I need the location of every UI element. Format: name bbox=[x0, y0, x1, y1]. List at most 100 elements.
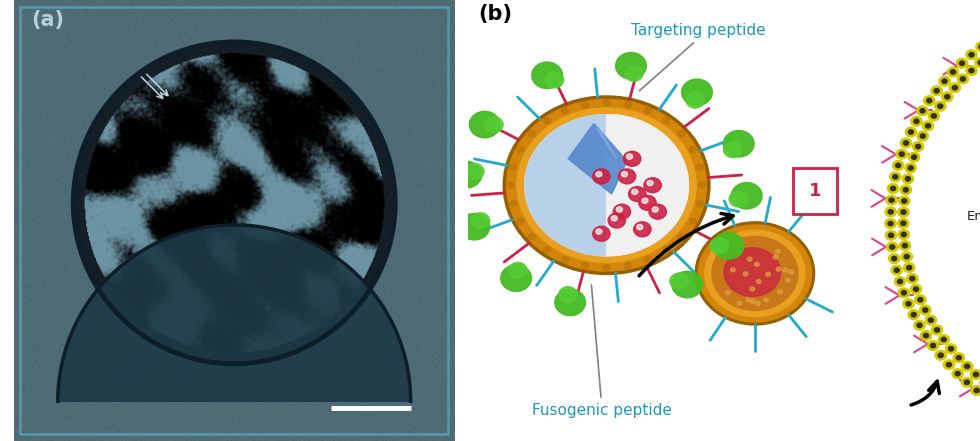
Circle shape bbox=[931, 325, 943, 335]
Circle shape bbox=[913, 287, 918, 292]
Circle shape bbox=[901, 252, 912, 262]
Circle shape bbox=[891, 186, 896, 191]
Circle shape bbox=[966, 66, 977, 75]
Circle shape bbox=[593, 169, 611, 184]
Circle shape bbox=[757, 280, 761, 284]
Circle shape bbox=[910, 284, 921, 294]
Circle shape bbox=[505, 97, 709, 273]
Circle shape bbox=[961, 362, 973, 371]
Circle shape bbox=[917, 323, 922, 328]
Circle shape bbox=[596, 229, 602, 234]
Circle shape bbox=[905, 163, 916, 173]
Circle shape bbox=[900, 241, 910, 250]
Circle shape bbox=[904, 188, 908, 192]
Circle shape bbox=[696, 164, 704, 170]
Circle shape bbox=[951, 70, 956, 74]
Circle shape bbox=[783, 268, 788, 272]
Circle shape bbox=[978, 60, 980, 65]
Circle shape bbox=[946, 344, 956, 354]
Circle shape bbox=[905, 254, 909, 259]
Circle shape bbox=[896, 163, 901, 168]
Circle shape bbox=[885, 231, 897, 240]
Circle shape bbox=[731, 183, 762, 209]
Circle shape bbox=[949, 347, 954, 351]
Circle shape bbox=[912, 142, 924, 151]
Circle shape bbox=[930, 344, 936, 348]
Circle shape bbox=[901, 210, 906, 214]
Circle shape bbox=[908, 166, 913, 170]
Circle shape bbox=[662, 118, 669, 124]
Circle shape bbox=[923, 333, 929, 338]
Circle shape bbox=[623, 151, 641, 166]
Circle shape bbox=[705, 230, 805, 317]
Circle shape bbox=[696, 223, 813, 324]
Circle shape bbox=[899, 288, 909, 298]
Circle shape bbox=[935, 351, 947, 360]
Circle shape bbox=[960, 77, 965, 81]
FancyBboxPatch shape bbox=[793, 168, 837, 214]
Circle shape bbox=[917, 106, 928, 116]
Circle shape bbox=[925, 123, 931, 128]
Circle shape bbox=[649, 204, 666, 219]
Circle shape bbox=[974, 388, 979, 392]
Circle shape bbox=[603, 265, 611, 271]
Circle shape bbox=[889, 233, 894, 238]
Circle shape bbox=[593, 226, 611, 241]
Circle shape bbox=[908, 130, 913, 134]
Circle shape bbox=[626, 154, 633, 159]
Circle shape bbox=[532, 62, 563, 89]
Circle shape bbox=[743, 272, 748, 276]
Circle shape bbox=[920, 134, 925, 138]
Circle shape bbox=[945, 95, 950, 99]
Circle shape bbox=[624, 102, 631, 108]
Circle shape bbox=[908, 152, 919, 162]
Circle shape bbox=[459, 213, 490, 240]
Text: (a): (a) bbox=[31, 11, 65, 30]
Circle shape bbox=[723, 131, 754, 157]
Circle shape bbox=[898, 279, 903, 284]
Circle shape bbox=[953, 86, 957, 90]
Circle shape bbox=[543, 118, 551, 124]
Circle shape bbox=[451, 161, 482, 188]
Circle shape bbox=[785, 278, 790, 282]
Circle shape bbox=[517, 108, 696, 262]
Circle shape bbox=[652, 207, 659, 212]
Circle shape bbox=[672, 271, 703, 298]
Circle shape bbox=[730, 268, 735, 272]
Circle shape bbox=[903, 243, 907, 248]
Circle shape bbox=[923, 308, 928, 312]
Circle shape bbox=[644, 178, 662, 193]
Circle shape bbox=[696, 201, 704, 207]
Circle shape bbox=[935, 101, 946, 111]
Circle shape bbox=[689, 146, 697, 153]
Circle shape bbox=[751, 299, 756, 303]
Circle shape bbox=[910, 116, 922, 126]
Circle shape bbox=[914, 321, 925, 330]
Circle shape bbox=[890, 245, 895, 249]
Circle shape bbox=[950, 83, 960, 93]
Circle shape bbox=[902, 199, 906, 203]
Circle shape bbox=[893, 175, 898, 179]
Circle shape bbox=[689, 218, 697, 224]
Circle shape bbox=[524, 115, 688, 256]
Text: Targeting peptide: Targeting peptide bbox=[631, 23, 766, 91]
Circle shape bbox=[516, 146, 524, 153]
Circle shape bbox=[725, 291, 730, 295]
Circle shape bbox=[889, 254, 900, 263]
Circle shape bbox=[613, 204, 630, 219]
Circle shape bbox=[624, 65, 643, 81]
Circle shape bbox=[555, 289, 585, 316]
Circle shape bbox=[928, 318, 933, 322]
Circle shape bbox=[948, 67, 958, 77]
Circle shape bbox=[902, 291, 906, 295]
Circle shape bbox=[896, 149, 907, 159]
Circle shape bbox=[723, 142, 742, 157]
Circle shape bbox=[908, 310, 919, 319]
Circle shape bbox=[942, 79, 947, 83]
Circle shape bbox=[888, 221, 893, 226]
Circle shape bbox=[901, 221, 906, 225]
Circle shape bbox=[678, 131, 685, 137]
Circle shape bbox=[637, 224, 643, 230]
Circle shape bbox=[886, 195, 897, 205]
Circle shape bbox=[750, 287, 755, 291]
